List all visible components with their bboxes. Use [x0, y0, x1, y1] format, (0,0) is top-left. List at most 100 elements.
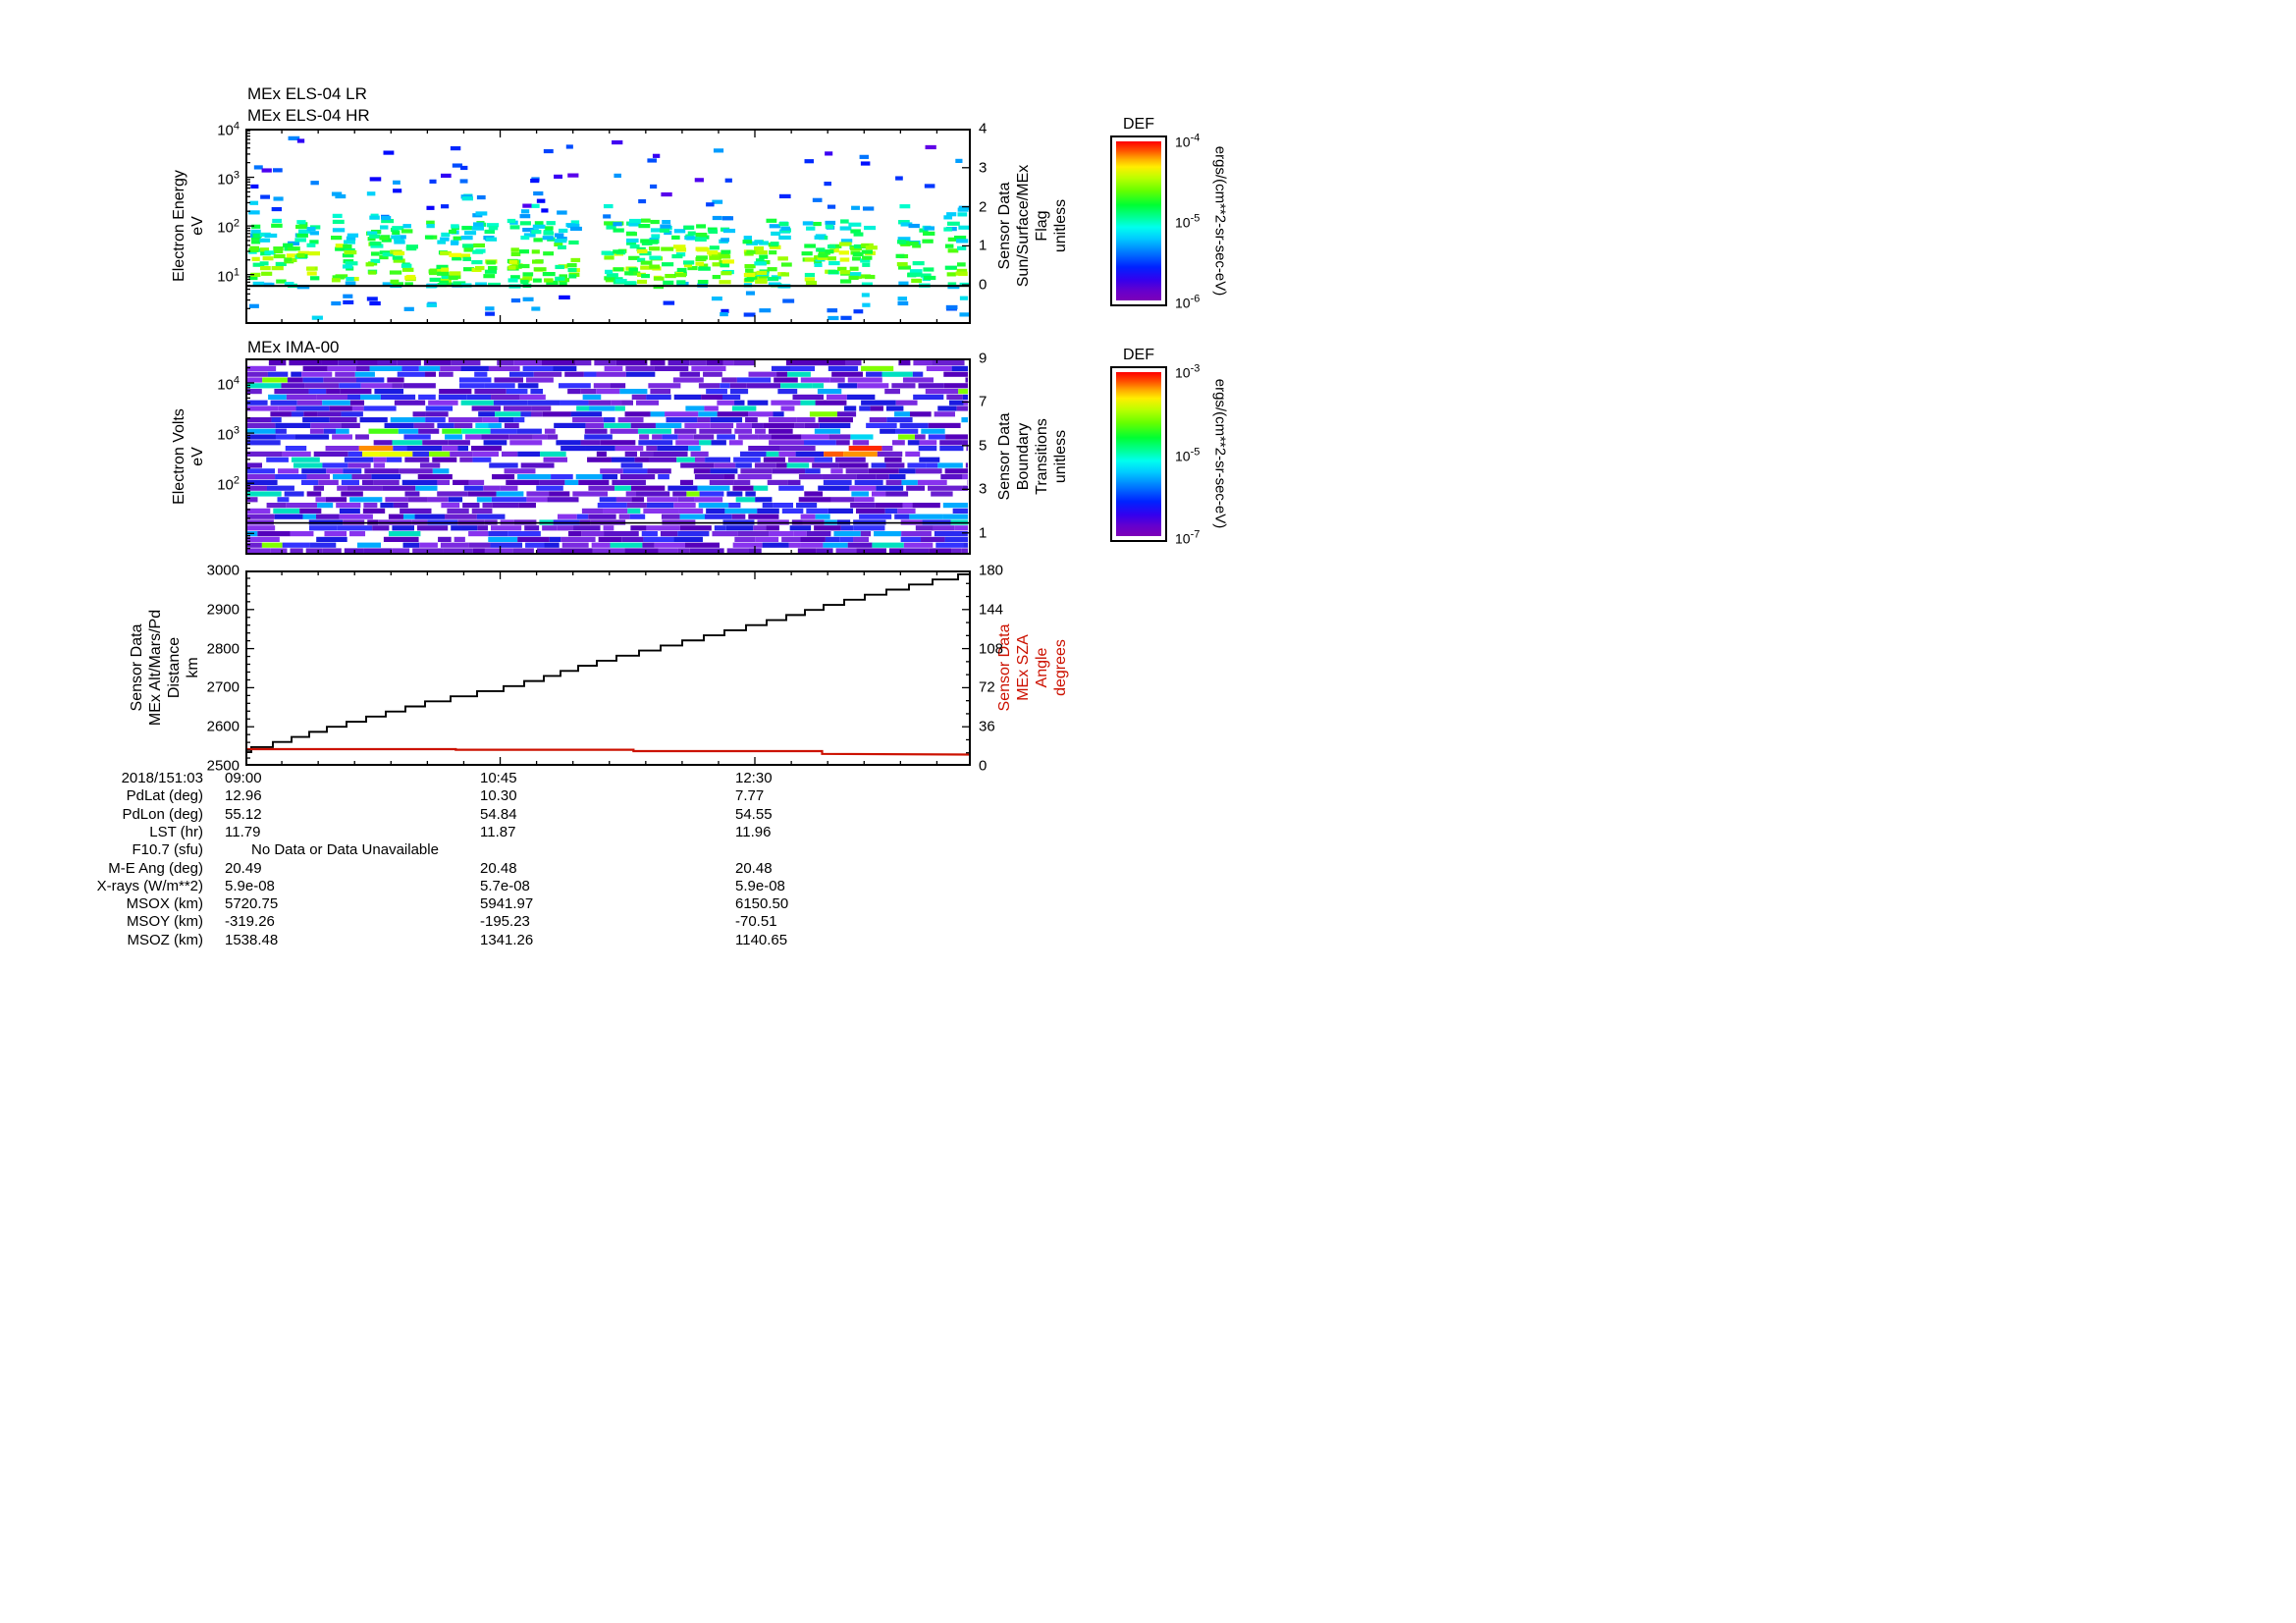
axis-tick-label: 36 — [979, 718, 995, 735]
colorbar-ima-units: ergs/(cm**2-sr-sec-eV) — [1211, 378, 1229, 529]
table-cell: 11.79 — [225, 823, 261, 840]
altitude-y-axis-label: Sensor Data MEx Alt/Mars/Pd Distance km — [128, 610, 202, 726]
axis-label-line: eV — [189, 216, 206, 236]
table-cell: 54.55 — [735, 805, 773, 823]
axis-tick-label: 2 — [979, 198, 988, 216]
els-flag-axis-label: Sensor Data Sun/Surface/MEx Flag unitless — [995, 165, 1070, 288]
table-cell: 5720.75 — [225, 895, 279, 913]
table-cell: 5.7e-08 — [480, 877, 530, 894]
axis-label-line: Distance — [166, 636, 183, 699]
table-row-label: 2018/151:03 — [121, 770, 203, 786]
axis-tick-label: 0 — [979, 757, 988, 775]
exponent: 2 — [233, 217, 240, 230]
colorbar-tick-label: 10-4 — [1175, 132, 1201, 150]
table-cell: -70.51 — [735, 913, 777, 931]
table-cell: 12.96 — [225, 787, 262, 805]
exponent: -5 — [1190, 446, 1201, 459]
table-row-label: M-E Ang (deg) — [108, 859, 203, 877]
axis-label-line: eV — [189, 447, 206, 466]
table-cell: 10.30 — [480, 787, 517, 805]
table-cell: 7.77 — [735, 787, 765, 805]
colorbar-ima-title: DEF — [1123, 347, 1154, 363]
table-row-label: MSOX (km) — [126, 895, 203, 913]
axis-tick-label: 180 — [979, 562, 1004, 579]
exponent: -4 — [1190, 132, 1201, 144]
els-title-hr: MEx ELS-04 HR — [247, 106, 370, 125]
ima-y-axis-label: Electron Volts eV — [170, 408, 207, 505]
table-cell: 5941.97 — [480, 895, 534, 913]
table-cell: 20.48 — [480, 859, 517, 877]
axis-label-line: Sun/Surface/MEx — [1015, 164, 1032, 288]
table-cell: 20.48 — [735, 859, 773, 877]
ima-spectrogram-panel — [245, 358, 971, 555]
axis-tick-label: 104 — [217, 374, 240, 394]
axis-label-line: Sensor Data — [996, 182, 1013, 270]
table-cell: 55.12 — [225, 805, 262, 823]
axis-label-line: Transitions — [1034, 418, 1050, 495]
axis-label-line: unitless — [1052, 429, 1069, 484]
axis-label-line: Angle — [1034, 647, 1050, 688]
axis-tick-label: 0 — [979, 276, 988, 294]
table-row-label: PdLon (deg) — [122, 805, 203, 823]
altitude-sza-canvas — [245, 570, 971, 766]
exponent: 4 — [233, 374, 240, 387]
axis-tick-label: 2600 — [206, 718, 240, 735]
exponent: 2 — [233, 474, 240, 487]
table-cell: 5.9e-08 — [225, 877, 275, 894]
axis-label-line: Electron Volts — [171, 408, 187, 505]
axis-label-line: Electron Energy — [171, 170, 187, 282]
colorbar-els-units: ergs/(cm**2-sr-sec-eV) — [1211, 145, 1229, 297]
table-row-label: X-rays (W/m**2) — [96, 877, 203, 894]
axis-tick-label: 2800 — [206, 640, 240, 658]
axis-label-line: MEx Alt/Mars/Pd — [147, 609, 164, 727]
axis-tick-label: 72 — [979, 678, 995, 696]
colorbar-els — [1110, 135, 1167, 306]
exponent: 3 — [233, 169, 240, 182]
axis-tick-label: 144 — [979, 601, 1004, 619]
table-cell: 20.49 — [225, 859, 262, 877]
axis-tick-label: 102 — [217, 474, 240, 494]
axis-tick-label: 108 — [979, 640, 1004, 658]
axis-tick-label: 1 — [979, 524, 988, 542]
table-cell: 11.87 — [480, 823, 516, 840]
table-cell: 11.96 — [735, 823, 772, 840]
colorbar-ima — [1110, 366, 1167, 542]
axis-label-line: Boundary — [1015, 422, 1032, 491]
axis-tick-label: 7 — [979, 393, 988, 410]
table-cell: 12:30 — [735, 770, 773, 786]
axis-tick-label: 2900 — [206, 601, 240, 619]
table-cell: 1341.26 — [480, 931, 534, 948]
axis-label-line: Sensor Data — [996, 412, 1013, 501]
els-spectrogram-panel — [245, 129, 971, 324]
table-cell: -195.23 — [480, 913, 530, 931]
colorbar-tick-label: 10-6 — [1175, 293, 1201, 311]
table-row-label: PdLat (deg) — [126, 787, 203, 805]
table-row-label: MSOY (km) — [126, 913, 203, 931]
colorbar-tick-label: 10-5 — [1175, 212, 1201, 231]
axis-tick-label: 103 — [217, 169, 240, 189]
axis-label-line: Flag — [1034, 210, 1050, 242]
table-no-data-message: No Data or Data Unavailable — [251, 841, 439, 859]
altitude-sza-panel — [245, 570, 971, 766]
axis-tick-label: 5 — [979, 437, 988, 455]
table-cell: 09:00 — [225, 770, 262, 786]
sza-axis-label: Sensor Data MEx SZA Angle degrees — [995, 624, 1070, 712]
els-spectrogram-canvas — [245, 129, 971, 324]
els-y-axis-label: Electron Energy eV — [170, 170, 207, 282]
colorbar-tick-label: 10-3 — [1175, 362, 1201, 381]
colorbar-els-title: DEF — [1123, 116, 1154, 133]
axis-label-line: Sensor Data — [996, 623, 1013, 712]
axis-tick-label: 3 — [979, 159, 988, 177]
exponent: 1 — [233, 266, 240, 279]
axis-tick-label: 2700 — [206, 678, 240, 696]
axis-tick-label: 104 — [217, 120, 240, 139]
exponent: -7 — [1190, 528, 1201, 541]
axis-tick-label: 3000 — [206, 562, 240, 579]
axis-tick-label: 4 — [979, 120, 988, 137]
axis-label-line: degrees — [1052, 639, 1069, 696]
ima-spectrogram-canvas — [245, 358, 971, 555]
exponent: 3 — [233, 424, 240, 437]
table-cell: 1140.65 — [735, 931, 788, 948]
table-cell: 5.9e-08 — [735, 877, 785, 894]
